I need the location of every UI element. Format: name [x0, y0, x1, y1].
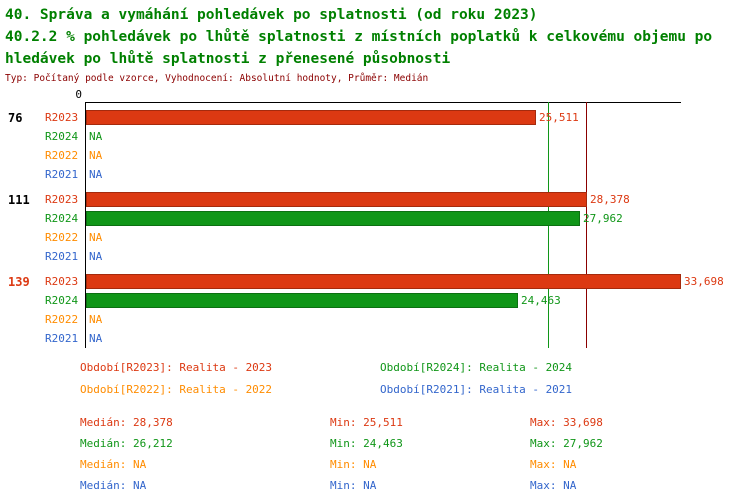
value-label: 33,698 — [684, 275, 724, 288]
legend-item: Období[R2023]: Realita - 2023 — [80, 361, 273, 374]
group-label: 76 — [8, 110, 23, 125]
bar-area: 25,511 — [85, 108, 750, 127]
chart-row: R2024 24,463 — [0, 291, 750, 310]
stat-max: Max: 33,698 — [530, 416, 603, 429]
series-label: R2021 — [45, 332, 79, 345]
chart-row: 76 R2023 25,511 — [0, 108, 750, 127]
x-axis-line — [85, 102, 681, 103]
stat-median: Medián: NA — [80, 458, 147, 471]
page-title-line3: hledávek po lhůtě splatnosti z přenesené… — [5, 51, 451, 67]
legend-item: Období[R2024]: Realita - 2024 — [380, 361, 573, 374]
value-label: 24,463 — [521, 294, 561, 307]
bar-area: NA — [85, 127, 750, 146]
value-label: NA — [89, 130, 103, 143]
page-title-line1: 40. Správa a vymáhání pohledávek po spla… — [5, 7, 538, 23]
series-label: R2023 — [45, 275, 79, 288]
bar-group: 76 R2023 25,511 R2024 NA R2022 NA R2021 NA — [0, 108, 750, 184]
bar — [86, 211, 580, 226]
value-label: 28,378 — [590, 193, 630, 206]
legend: Období[R2023]: Realita - 2023 Období[R202… — [0, 357, 750, 401]
series-label: R2023 — [45, 111, 79, 124]
bar-group: 139 R2023 33,698 R2024 24,463 R2022 NA R2021 NA — [0, 272, 750, 348]
stat-min: Min: NA — [330, 458, 377, 471]
value-label: NA — [89, 332, 103, 345]
group-label: 111 — [8, 192, 30, 207]
chart-row: R2024 27,962 — [0, 209, 750, 228]
chart-row: 139 R2023 33,698 — [0, 272, 750, 291]
chart-row: R2022 NA — [0, 146, 750, 165]
bar — [86, 110, 536, 125]
axis-zero-label: 0 — [75, 88, 82, 101]
chart-row: R2021 NA — [0, 329, 750, 348]
stat-median: Medián: 28,378 — [80, 416, 173, 429]
plot-area: 76 R2023 25,511 R2024 NA R2022 NA R2021 NA 111 R20… — [0, 102, 750, 348]
stat-median: Medián: NA — [80, 479, 147, 492]
bar-area: 28,378 — [85, 190, 750, 209]
bar — [86, 293, 518, 308]
chart-row: 111 R2023 28,378 — [0, 190, 750, 209]
value-label: 25,511 — [539, 111, 579, 124]
bar-area: 24,463 — [85, 291, 750, 310]
stats: Medián: 28,378 Min: 25,511 Max: 33,698 Medi… — [0, 412, 750, 496]
value-label: NA — [89, 168, 103, 181]
bar-area: NA — [85, 310, 750, 329]
value-label: NA — [89, 149, 103, 162]
value-label: NA — [89, 313, 103, 326]
bar-area: 27,962 — [85, 209, 750, 228]
stat-max: Max: NA — [530, 479, 577, 492]
bar — [86, 274, 681, 289]
stat-min: Min: NA — [330, 479, 377, 492]
meta-line: Typ: Počítaný podle vzorce, Vyhodnocení:… — [5, 73, 429, 84]
stat-max: Max: 27,962 — [530, 437, 603, 450]
chart-row: R2021 NA — [0, 247, 750, 266]
stat-median: Medián: 26,212 — [80, 437, 173, 450]
bar-area: NA — [85, 329, 750, 348]
series-label: R2023 — [45, 193, 79, 206]
chart-rows: 76 R2023 25,511 R2024 NA R2022 NA R2021 NA 111 R20… — [0, 102, 750, 348]
stat-min: Min: 24,463 — [330, 437, 403, 450]
chart-row: R2022 NA — [0, 310, 750, 329]
group-label: 139 — [8, 274, 30, 289]
series-label: R2021 — [45, 168, 79, 181]
chart-row: R2021 NA — [0, 165, 750, 184]
legend-item: Období[R2022]: Realita - 2022 — [80, 383, 273, 396]
bar-area: NA — [85, 165, 750, 184]
median-line — [586, 102, 587, 348]
bar-group: 111 R2023 28,378 R2024 27,962 R2022 NA R2021 NA — [0, 190, 750, 266]
legend-item: Období[R2021]: Realita - 2021 — [380, 383, 573, 396]
series-label: R2022 — [45, 231, 79, 244]
value-label: NA — [89, 250, 103, 263]
series-label: R2024 — [45, 212, 79, 225]
stat-min: Min: 25,511 — [330, 416, 403, 429]
header: 40. Správa a vymáhání pohledávek po spla… — [5, 4, 750, 84]
series-label: R2021 — [45, 250, 79, 263]
bar-area: NA — [85, 247, 750, 266]
stat-max: Max: NA — [530, 458, 577, 471]
value-label: 27,962 — [583, 212, 623, 225]
series-label: R2022 — [45, 313, 79, 326]
bar-chart: 0 76 R2023 25,511 R2024 NA R2022 NA R2021 NA 111 R… — [0, 88, 750, 352]
value-label: NA — [89, 231, 103, 244]
series-label: R2024 — [45, 130, 79, 143]
bar-area: NA — [85, 228, 750, 247]
bar-area: 33,698 — [85, 272, 750, 291]
chart-row: R2022 NA — [0, 228, 750, 247]
page-title-line2: 40.2.2 % pohledávek po lhůtě splatnosti … — [5, 29, 713, 45]
y-axis-line — [85, 102, 86, 348]
series-label: R2022 — [45, 149, 79, 162]
bar-area: NA — [85, 146, 750, 165]
bar — [86, 192, 587, 207]
series-label: R2024 — [45, 294, 79, 307]
chart-row: R2024 NA — [0, 127, 750, 146]
